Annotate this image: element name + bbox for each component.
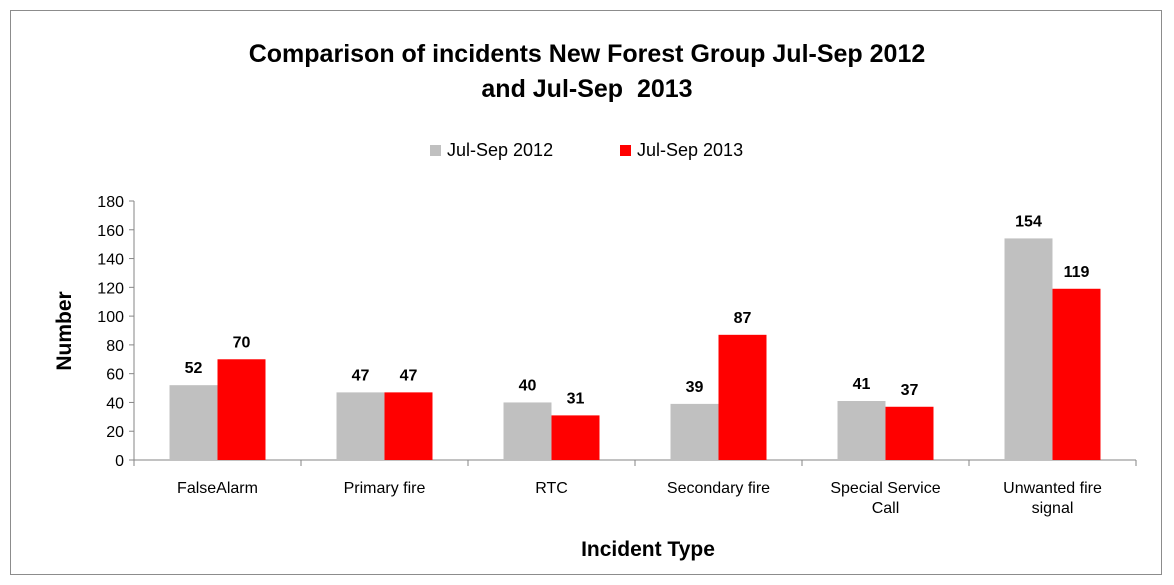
y-tick-label: 0	[115, 453, 124, 470]
x-tick-label: signal	[1032, 500, 1074, 517]
bar-value-label: 154	[1015, 213, 1042, 230]
y-tick-label: 20	[106, 424, 124, 441]
x-tick-label: Secondary fire	[667, 480, 770, 497]
bar-value-label: 40	[519, 377, 537, 394]
bar	[169, 385, 218, 460]
y-tick-label: 80	[106, 338, 124, 355]
legend-entry: Jul-Sep 2012	[447, 140, 553, 160]
bar	[503, 402, 552, 460]
y-tick-label: 160	[97, 223, 124, 240]
legend: Jul-Sep 2012 Jul-Sep 2013	[430, 140, 743, 160]
bar-value-label: 87	[734, 310, 752, 327]
y-tick-label: 100	[97, 309, 124, 326]
x-tick-label: Unwanted fire	[1003, 480, 1102, 497]
bar	[885, 406, 934, 460]
bar-value-label: 31	[567, 390, 585, 407]
x-tick-label: Call	[872, 500, 900, 517]
bar	[1004, 238, 1053, 460]
bar-value-label: 39	[686, 379, 704, 396]
data-labels: 52 70 47 47 40 31 39 87 41 37 154 119	[185, 213, 1090, 407]
x-tick-label: Primary fire	[344, 480, 426, 497]
y-tick-label: 140	[97, 252, 124, 269]
y-tick-label: 120	[97, 280, 124, 297]
y-tick-label: 60	[106, 367, 124, 384]
axes: 0 20 40 60 80 100 120 140 160 180 FalseAlarm Primar…	[97, 194, 1137, 517]
legend-entry: Jul-Sep 2013	[637, 140, 743, 160]
y-tick-label: 40	[106, 395, 124, 412]
bar	[1052, 288, 1101, 460]
bar-value-label: 41	[853, 376, 871, 393]
bar	[670, 403, 719, 460]
chart-title-line: and Jul-Sep 2013	[481, 75, 692, 103]
x-tick-label: FalseAlarm	[177, 480, 258, 497]
bar	[551, 415, 600, 460]
bar-value-label: 37	[901, 382, 919, 399]
legend-swatch	[430, 145, 441, 156]
y-tick-label: 180	[97, 194, 124, 211]
bar	[336, 392, 385, 460]
bar-value-label: 52	[185, 360, 203, 377]
bar	[217, 359, 266, 460]
bar-value-label: 47	[352, 367, 370, 384]
bar	[384, 392, 433, 460]
chart-frame	[10, 10, 1162, 575]
bar	[837, 401, 886, 460]
y-axis-title: Number	[53, 291, 76, 370]
bar	[718, 334, 767, 460]
bar-value-label: 70	[233, 334, 251, 351]
bar-value-label: 47	[400, 367, 418, 384]
x-axis-title: Incident Type	[581, 538, 715, 561]
chart-title-line: Comparison of incidents New Forest Group…	[249, 40, 926, 68]
chart-title: Comparison of incidents New Forest Group…	[249, 40, 926, 103]
x-tick-label: RTC	[535, 480, 568, 497]
bar-value-label: 119	[1064, 264, 1090, 281]
bars	[169, 238, 1101, 460]
legend-swatch	[620, 145, 631, 156]
x-tick-label: Special Service	[830, 480, 940, 497]
